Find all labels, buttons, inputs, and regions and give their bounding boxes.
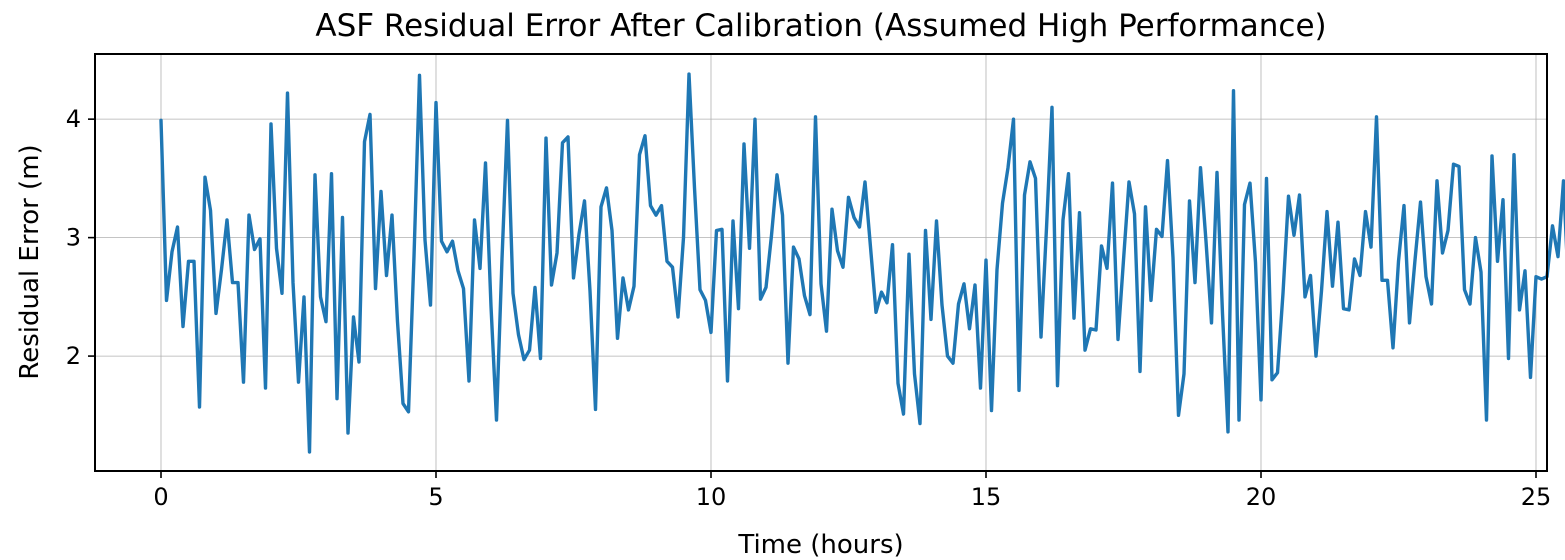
chart-title: ASF Residual Error After Calibration (As… xyxy=(315,8,1326,44)
y-tick-label: 2 xyxy=(66,342,81,370)
series-layer xyxy=(159,72,1565,454)
series-line xyxy=(159,72,1565,454)
x-tick-label: 15 xyxy=(971,483,1002,511)
x-axis-label: Time (hours) xyxy=(737,530,903,560)
x-tick-label: 10 xyxy=(696,483,727,511)
x-tick-label: 25 xyxy=(1521,483,1552,511)
y-tick-label: 3 xyxy=(66,224,81,252)
y-tick-label: 4 xyxy=(66,105,81,133)
plot-frame xyxy=(94,53,1548,472)
ticks: 0 5 10 15 20 25 2 3 4 xyxy=(66,105,1552,511)
x-tick-label: 20 xyxy=(1246,483,1277,511)
x-tick-label: 5 xyxy=(428,483,443,511)
y-axis-label: Residual Error (m) xyxy=(15,144,45,379)
x-tick-label: 0 xyxy=(153,483,168,511)
